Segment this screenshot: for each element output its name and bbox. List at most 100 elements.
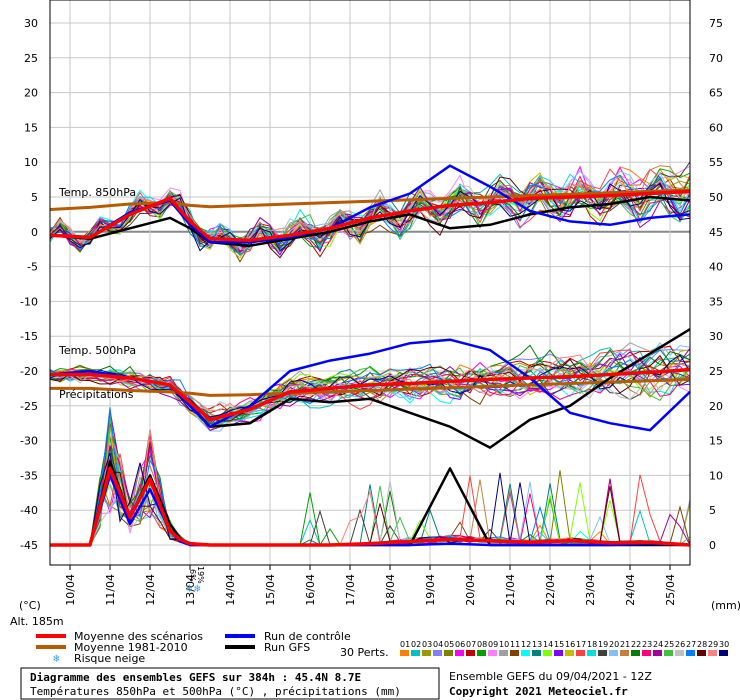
perturbation-swatch — [598, 650, 607, 656]
snowflake-icon: ❄ — [194, 582, 201, 595]
y-right-tick: 60 — [709, 121, 723, 134]
x-date-tick: 23/04 — [584, 574, 597, 606]
perturbation-number: 07 — [466, 640, 476, 649]
y-right-tick: 30 — [709, 330, 723, 343]
snowflake-icon: ❄ — [53, 652, 60, 665]
perturbation-swatch — [719, 650, 728, 656]
snowflake-icon: ❄ — [186, 582, 193, 595]
y-left-tick: 5 — [31, 191, 38, 204]
y-right-unit: (mm) — [711, 599, 740, 612]
perturbation-swatch — [664, 650, 673, 656]
perturbation-swatch — [675, 650, 684, 656]
y-right-tick: 0 — [709, 539, 716, 552]
perturbation-swatch — [543, 650, 552, 656]
y-left-tick: -45 — [20, 539, 38, 552]
perturbation-swatch — [466, 650, 475, 656]
perturbation-swatch — [521, 650, 530, 656]
y-right-tick: 40 — [709, 261, 723, 274]
y-left-tick: 10 — [24, 156, 38, 169]
perturbation-number: 06 — [455, 640, 465, 649]
perturbation-number: 09 — [488, 640, 498, 649]
legend-mean: Moyenne des scénarios — [74, 630, 203, 643]
y-left-tick: -30 — [20, 435, 38, 448]
mean-line-precip — [50, 466, 691, 547]
perturbation-swatch — [620, 650, 629, 656]
y-right-tick: 25 — [709, 365, 723, 378]
perturbation-number: 15 — [554, 640, 564, 649]
perturbation-number: 10 — [499, 640, 509, 649]
y-right-tick: 50 — [709, 191, 723, 204]
perturbation-number: 05 — [444, 640, 454, 649]
perturbation-swatch — [653, 650, 662, 656]
perturbation-number: 01 — [400, 640, 410, 649]
y-left-tick: 20 — [24, 87, 38, 100]
y-right-tick: 10 — [709, 469, 723, 482]
x-date-tick: 16/04 — [304, 574, 317, 606]
y-right-tick: 70 — [709, 52, 723, 65]
y-right-tick: 75 — [709, 17, 723, 30]
mean-line-850 — [49, 189, 691, 242]
perturbation-number: 16 — [565, 640, 575, 649]
legend-swatch-climo — [36, 645, 66, 649]
y-left-tick: -40 — [20, 504, 38, 517]
perturbation-swatch — [686, 650, 695, 656]
snow-risk-pct-1: 6% — [188, 569, 197, 582]
perturbation-number: 27 — [686, 640, 696, 649]
perturbation-swatch — [565, 650, 574, 656]
snow-risk-pct-2: 19% — [196, 566, 205, 584]
perturbation-number: 03 — [422, 640, 432, 649]
perturbation-swatch — [411, 650, 420, 656]
perturbation-number: 25 — [664, 640, 674, 649]
perturbation-number: 22 — [631, 640, 641, 649]
chart-grid — [50, 0, 690, 565]
climo-line-500 — [50, 377, 691, 397]
x-date-tick: 19/04 — [424, 574, 437, 606]
label-temp-850: Temp. 850hPa — [58, 186, 136, 199]
y-right-tick: 5 — [709, 504, 716, 517]
perturbation-number: 24 — [653, 640, 663, 649]
perturbation-number: 08 — [477, 640, 487, 649]
perturbation-swatch — [400, 650, 409, 656]
y-right-tick: 45 — [709, 226, 723, 239]
perturbation-line-500 — [49, 354, 691, 418]
y-left-tick: -25 — [20, 400, 38, 413]
y-left-tick: 30 — [24, 17, 38, 30]
perturbation-number: 29 — [708, 640, 718, 649]
mean-line-500 — [50, 367, 691, 422]
x-date-tick: 17/04 — [344, 574, 357, 606]
perturbation-swatch — [642, 650, 651, 656]
perturbation-number: 21 — [620, 640, 630, 649]
y-left-tick: -5 — [27, 261, 38, 274]
perturbation-swatch — [631, 650, 640, 656]
plot-border — [49, 0, 691, 566]
perturbation-number: 14 — [543, 640, 553, 649]
y-left-tick: -35 — [20, 469, 38, 482]
perturbation-swatch — [510, 650, 519, 656]
perturbation-number: 28 — [697, 640, 707, 649]
perturbation-swatch — [708, 650, 717, 656]
label-precipitations: Précipitations — [59, 388, 134, 401]
x-date-tick: 13/04 — [184, 574, 197, 606]
perturbation-swatch — [477, 650, 486, 656]
perturbation-swatch — [433, 650, 442, 656]
perturbation-swatch — [587, 650, 596, 656]
label-temp-500: Temp. 500hPa — [58, 344, 136, 357]
legend-gfs: Run GFS — [264, 641, 310, 654]
altitude-label: Alt. 185m — [10, 615, 64, 628]
perturbation-number: 18 — [587, 640, 597, 649]
perturbation-legend: 01 02 03 04 05 06 07 08 09 10 11 12 13 14 15 16 17 18 19 20… — [400, 640, 729, 656]
perturbation-number: 12 — [521, 640, 531, 649]
chart-subtitle: Températures 850hPa et 500hPa (°C) , pré… — [30, 685, 401, 698]
y-right-tick: 15 — [709, 435, 723, 448]
perturbation-number: 17 — [576, 640, 586, 649]
perturbation-number: 13 — [532, 640, 542, 649]
legend: Moyenne des scénarios Moyenne 1981-2010 … — [36, 630, 729, 665]
legend-perts: 30 Perts. — [340, 646, 389, 659]
perturbation-number: 23 — [642, 640, 652, 649]
y-right-tick: 35 — [709, 295, 723, 308]
chart-title: Diagramme des ensembles GEFS sur 384h : … — [30, 671, 361, 684]
x-date-tick: 10/04 — [64, 574, 77, 606]
y-right-tick: 65 — [709, 87, 723, 100]
